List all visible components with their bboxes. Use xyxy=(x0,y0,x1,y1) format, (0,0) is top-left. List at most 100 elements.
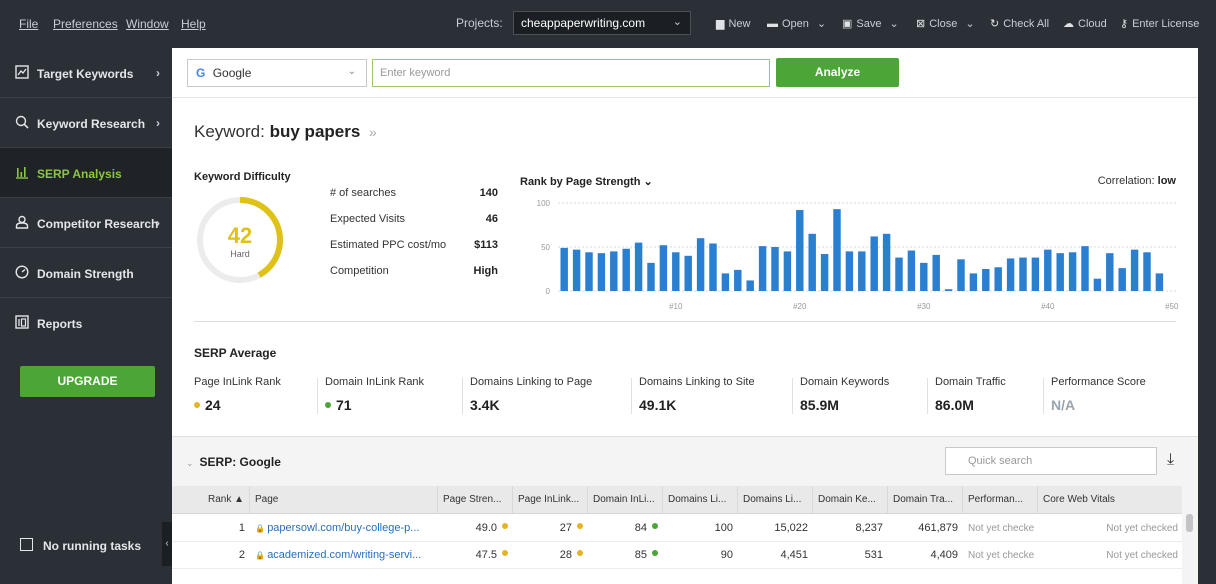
chart-bar[interactable] xyxy=(1106,253,1114,291)
double-chevron-right-icon[interactable]: » xyxy=(369,124,377,140)
chart-bar[interactable] xyxy=(659,245,668,291)
column-header[interactable]: Domain Tra... xyxy=(888,486,963,514)
chart-bar[interactable] xyxy=(858,251,866,291)
chart-bar[interactable] xyxy=(1155,273,1164,291)
chart-bar[interactable] xyxy=(721,273,730,291)
chart-bar[interactable] xyxy=(634,242,643,291)
chart-bar[interactable] xyxy=(895,257,903,291)
column-header[interactable]: Core Web Vitals xyxy=(1038,486,1183,514)
chart-bar[interactable] xyxy=(994,267,1002,291)
chart-bar[interactable] xyxy=(1068,252,1077,291)
upgrade-button[interactable]: UPGRADE xyxy=(20,366,155,397)
chart-bar[interactable] xyxy=(957,259,965,291)
chart-bar[interactable] xyxy=(944,289,953,291)
search-engine-select[interactable]: G Google ⌄ xyxy=(187,59,367,87)
chart-bar[interactable] xyxy=(796,210,804,291)
chart-bar[interactable] xyxy=(1056,253,1064,291)
column-header[interactable]: Performan... xyxy=(963,486,1038,514)
table-cell-page[interactable]: 🔒 academized.com/writing-servi... xyxy=(250,542,438,569)
close-button[interactable]: ⊠ Close ⌄ xyxy=(916,17,975,30)
chart-bar[interactable] xyxy=(647,262,655,291)
chart-bar[interactable] xyxy=(1093,278,1102,291)
chart-bar[interactable] xyxy=(907,250,916,291)
table-row[interactable]: 1 🔒 papersowl.com/buy-college-p... 49.0 27 8… xyxy=(172,515,1198,542)
menu-file[interactable]: File xyxy=(19,17,39,31)
chart-bar[interactable] xyxy=(1031,257,1040,291)
chart-bar[interactable] xyxy=(734,269,742,291)
chart-bar[interactable] xyxy=(622,248,630,291)
chart-bar[interactable] xyxy=(982,269,990,291)
sidebar-item-domain-strength[interactable]: Domain Strength xyxy=(0,248,172,298)
chart-bar[interactable] xyxy=(920,262,928,291)
chart-bar[interactable] xyxy=(1044,249,1052,291)
sidebar-item-target-keywords[interactable]: Target Keywords › xyxy=(0,48,172,98)
chart-bar[interactable] xyxy=(1081,246,1089,291)
analyze-button[interactable]: Analyze xyxy=(776,58,899,87)
chart-bar[interactable] xyxy=(808,233,816,291)
save-button[interactable]: ▣ Save ⌄ xyxy=(842,17,899,30)
running-tasks[interactable]: No running tasks xyxy=(0,522,172,584)
chart-bar[interactable] xyxy=(1143,252,1151,291)
chart-bar[interactable] xyxy=(1130,249,1139,291)
check-all-button[interactable]: ↻ Check All xyxy=(990,17,1049,30)
project-select[interactable]: cheappaperwriting.com ⌄ xyxy=(513,11,691,35)
chart-bar[interactable] xyxy=(572,249,581,291)
menu-help[interactable]: Help xyxy=(181,17,206,31)
column-header[interactable]: Page Stren... xyxy=(438,486,513,514)
chart-bar[interactable] xyxy=(597,253,606,291)
sidebar-item-reports[interactable]: Reports xyxy=(0,298,172,348)
column-header[interactable]: Page xyxy=(250,486,438,514)
serp-average-number: 85.9M xyxy=(800,397,839,413)
sidebar-item-keyword-research[interactable]: Keyword Research › xyxy=(0,98,172,148)
keyword-input[interactable] xyxy=(372,59,770,87)
chart-bar[interactable] xyxy=(696,238,705,291)
open-button[interactable]: ▬ Open ⌄ xyxy=(767,17,826,30)
chart-bar[interactable] xyxy=(672,252,680,291)
chart-bar[interactable] xyxy=(833,209,841,291)
quick-search-input[interactable] xyxy=(945,447,1157,475)
cloud-button[interactable]: ☁ Cloud xyxy=(1063,17,1107,30)
save-label: Save xyxy=(856,18,882,30)
download-icon[interactable]: ⤓ xyxy=(1167,451,1175,468)
menu-preferences[interactable]: Preferences xyxy=(53,17,118,31)
chart-bar[interactable] xyxy=(845,251,854,291)
chart-bar[interactable] xyxy=(585,252,593,291)
sidebar-item-serp-analysis[interactable]: SERP Analysis xyxy=(0,148,172,198)
chart-bar[interactable] xyxy=(610,251,618,291)
chart-bar[interactable] xyxy=(746,280,754,291)
column-header[interactable]: Domains Li... xyxy=(738,486,813,514)
chart-title-dropdown[interactable]: Rank by Page Strength ⌄ xyxy=(520,175,653,188)
table-scrollbar[interactable] xyxy=(1182,486,1198,584)
chart-bar[interactable] xyxy=(870,236,878,291)
chart-bar[interactable] xyxy=(758,246,767,291)
table-scrollbar-thumb[interactable] xyxy=(1186,514,1193,532)
table-row[interactable]: 2 🔒 academized.com/writing-servi... 47.5 28… xyxy=(172,542,1198,569)
google-icon: G xyxy=(196,66,206,80)
column-header[interactable]: Domain InLi... xyxy=(588,486,663,514)
column-header[interactable]: Rank ▲ xyxy=(172,486,250,514)
serp-title[interactable]: ⌄ SERP: Google xyxy=(186,455,281,469)
menu-window[interactable]: Window xyxy=(126,17,169,31)
chart-bar[interactable] xyxy=(1118,268,1126,291)
cell-text: 4,409 xyxy=(930,549,958,561)
enter-license-button[interactable]: ⚷ Enter License xyxy=(1120,17,1199,30)
collapse-sidebar-handle[interactable]: ‹ xyxy=(162,522,172,566)
chart-bar[interactable] xyxy=(820,254,829,291)
chart-bar[interactable] xyxy=(783,251,792,291)
table-cell-page[interactable]: 🔒 papersowl.com/buy-college-p... xyxy=(250,515,438,542)
chart-bar[interactable] xyxy=(1019,257,1027,291)
chart-bar[interactable] xyxy=(1006,258,1015,291)
chart-bar[interactable] xyxy=(882,233,891,291)
chart-bar[interactable] xyxy=(969,273,978,291)
new-button[interactable]: ▆ New xyxy=(716,17,750,30)
chart-bar[interactable] xyxy=(560,247,568,291)
chart-bar[interactable] xyxy=(932,254,940,291)
chart-bar[interactable] xyxy=(684,255,692,291)
chart-bar[interactable] xyxy=(771,247,779,291)
column-header[interactable]: Domain Ke... xyxy=(813,486,888,514)
column-header[interactable]: Domains Li... xyxy=(663,486,738,514)
column-header[interactable]: Page InLink... xyxy=(513,486,588,514)
sidebar-item-competitor-research[interactable]: Competitor Research › xyxy=(0,198,172,248)
chart-bar[interactable] xyxy=(709,243,717,291)
x-tick-label: #40 xyxy=(1041,302,1055,311)
